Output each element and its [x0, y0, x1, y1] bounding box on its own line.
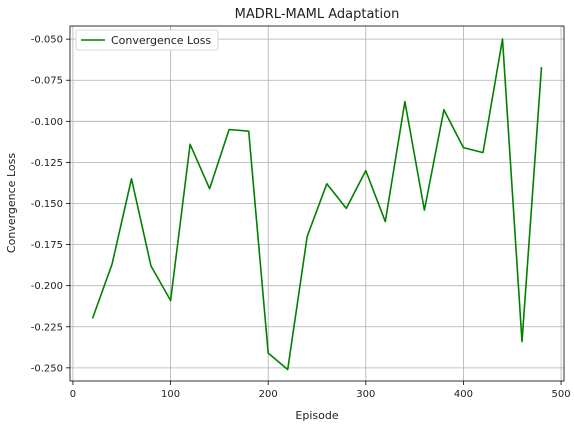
- y-tick-label: -0.175: [31, 240, 63, 251]
- y-axis: -0.050 -0.075 -0.100 -0.125 -0.150 -0.175 -0.2…: [31, 35, 70, 374]
- y-tick-label: -0.225: [31, 322, 63, 333]
- legend-box: [75, 29, 219, 51]
- y-tick-label: -0.150: [31, 199, 63, 210]
- y-tick-label: -0.250: [31, 363, 63, 374]
- y-axis-label: Convergence Loss: [5, 153, 18, 253]
- x-axis: 0 100 200 300 400 500: [70, 381, 571, 400]
- x-tick-label: 0: [70, 389, 76, 400]
- x-axis-label: Episode: [295, 409, 338, 422]
- x-tick-label: 200: [259, 389, 278, 400]
- y-tick-label: -0.050: [31, 35, 63, 46]
- legend: Convergence Loss: [75, 29, 219, 51]
- y-tick-label: -0.075: [31, 76, 63, 87]
- chart-title: MADRL-MAML Adaptation: [235, 7, 400, 22]
- y-tick-label: -0.200: [31, 281, 63, 292]
- y-tick-label: -0.100: [31, 117, 63, 128]
- x-tick-label: 400: [454, 389, 473, 400]
- legend-label: Convergence Loss: [111, 34, 211, 47]
- grid: [70, 26, 564, 381]
- y-tick-label: -0.125: [31, 158, 63, 169]
- x-tick-label: 100: [161, 389, 180, 400]
- x-tick-label: 500: [552, 389, 571, 400]
- series-layer: [91, 38, 543, 371]
- x-tick-label: 300: [356, 389, 375, 400]
- series-line: [91, 38, 543, 371]
